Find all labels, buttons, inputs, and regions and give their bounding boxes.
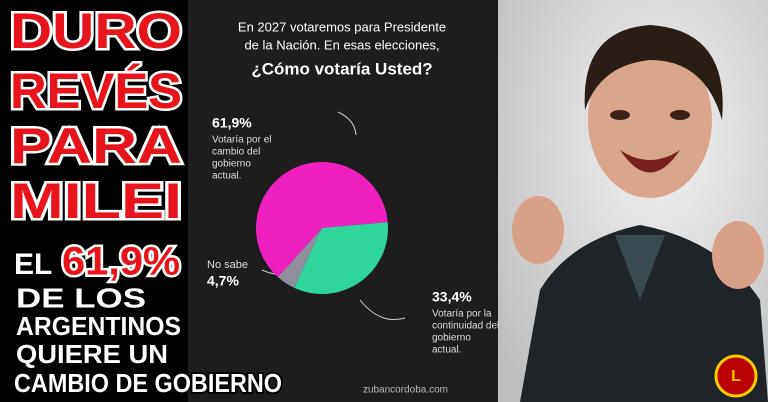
headline-el: EL	[14, 248, 52, 281]
headline-line: DE LOS	[16, 282, 146, 313]
headline-word: REVÉS	[10, 63, 182, 119]
headline-line: ARGENTINOS	[16, 311, 181, 341]
portrait	[512, 25, 768, 402]
headline-word: PARA	[10, 118, 182, 174]
slice-label: cambio del	[212, 147, 260, 158]
slice-label: gobierno	[212, 159, 251, 170]
chart-title: En 2027 votaremos para Presidente	[238, 19, 446, 34]
pie-slice	[256, 162, 388, 278]
slice-label: Votaría por el	[212, 135, 271, 146]
logo: L	[714, 354, 758, 398]
chart-title: ¿Cómo votaría Usted?	[251, 59, 432, 78]
chart-title: de la Nación. En esas elecciones,	[244, 37, 439, 52]
slice-label: actual.	[212, 171, 241, 182]
slice-value-label: 61,9%	[212, 115, 252, 131]
pie-slice	[277, 228, 322, 288]
headline-line: CAMBIO DE GOBIERNO	[14, 368, 282, 398]
slice-label: No sabe	[207, 259, 248, 271]
headline-word: MILEI	[10, 173, 182, 229]
slice-value-label: 33,4%	[432, 289, 472, 305]
headline-word: DURO	[10, 3, 182, 59]
pie-slice	[294, 222, 388, 295]
slice-label: continuidad del	[432, 321, 499, 332]
svg-text:L: L	[731, 368, 741, 385]
headline-line: QUIERE UN	[16, 339, 168, 369]
slice-label: actual.	[432, 345, 461, 356]
slice-label: gobierno	[432, 333, 471, 344]
credit: zubancordoba.com	[363, 385, 448, 396]
slice-value-label: 4,7%	[207, 273, 239, 289]
slice-label: Votaría por la	[432, 309, 492, 320]
headline-percent: 61,9%	[62, 240, 180, 284]
